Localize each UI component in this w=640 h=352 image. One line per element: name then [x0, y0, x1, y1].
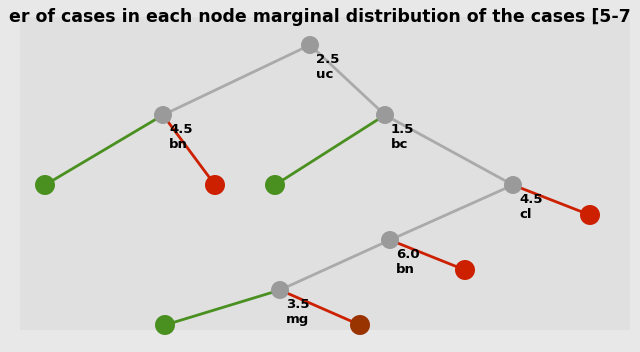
Text: 1.5
bc: 1.5 bc	[391, 123, 414, 151]
Text: 4.5
bn: 4.5 bn	[169, 123, 193, 151]
Text: 6.0
bn: 6.0 bn	[396, 248, 420, 276]
Text: 3.5
mg: 3.5 mg	[286, 298, 310, 326]
Text: er of cases in each node marginal distribution of the cases [5-7: er of cases in each node marginal distri…	[9, 8, 631, 26]
Circle shape	[265, 175, 285, 195]
Circle shape	[504, 176, 522, 194]
Circle shape	[580, 205, 600, 225]
Circle shape	[271, 281, 289, 299]
Bar	[20, 17, 630, 330]
Circle shape	[350, 315, 370, 335]
Circle shape	[205, 175, 225, 195]
Text: 4.5
cl: 4.5 cl	[519, 193, 543, 221]
Circle shape	[381, 231, 399, 249]
Circle shape	[35, 175, 55, 195]
Circle shape	[376, 106, 394, 124]
Circle shape	[301, 36, 319, 54]
Circle shape	[155, 315, 175, 335]
Circle shape	[154, 106, 172, 124]
Text: 2.5
uc: 2.5 uc	[316, 53, 339, 81]
Circle shape	[455, 260, 475, 280]
